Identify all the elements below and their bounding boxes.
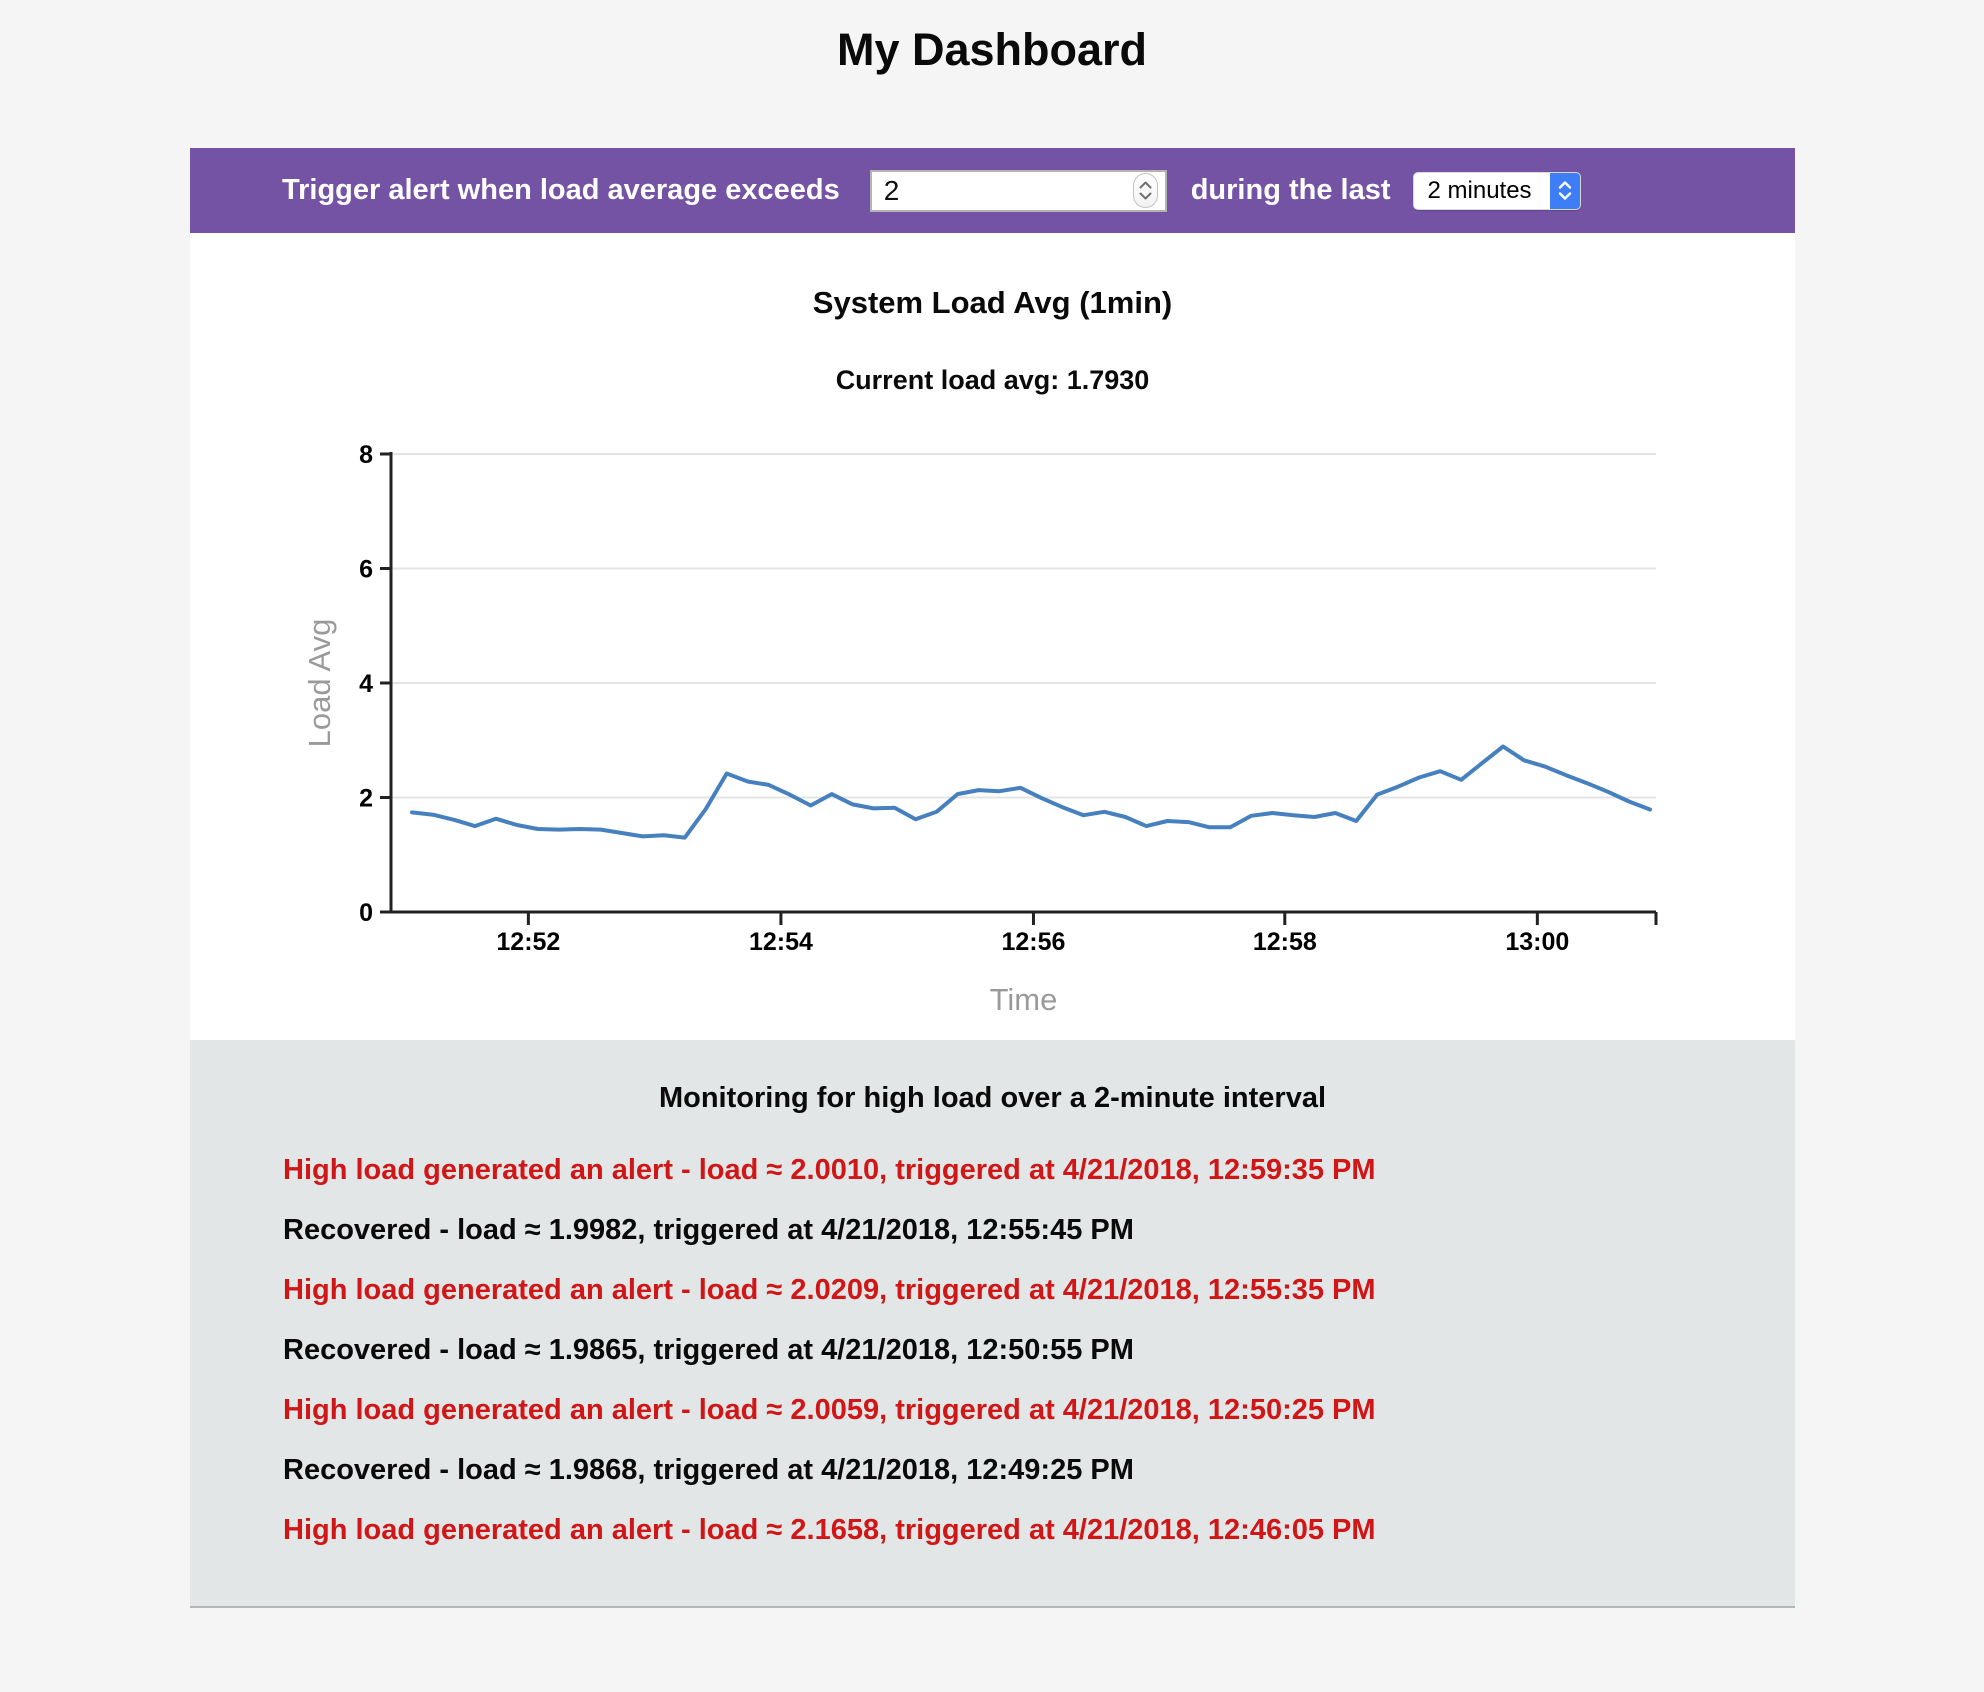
svg-text:13:00: 13:00	[1505, 928, 1569, 956]
chevron-up-icon	[1558, 181, 1571, 189]
duration-select-value: 2 minutes	[1427, 176, 1532, 204]
alert-message: High load generated an alert - load ≈ 2.…	[283, 1153, 1376, 1186]
x-tick-labels: 12:52 12:54 12:56 12:58 13:00	[496, 912, 1658, 956]
load-chart: 0 2 4 6 8 12:52 12:54 12:56 12:58 13:00 Load Avg Ti…	[302, 441, 1658, 1017]
alert-message: High load generated an alert - load ≈ 2.…	[283, 1513, 1376, 1546]
alert-list: High load generated an alert - load ≈ 2.…	[190, 1140, 1795, 1560]
chart-title: System Load Avg (1min)	[812, 285, 1173, 320]
chevron-up-icon	[1139, 181, 1152, 189]
svg-text:12:58: 12:58	[1253, 928, 1317, 956]
alert-message: High load generated an alert - load ≈ 2.…	[283, 1393, 1376, 1426]
svg-text:12:56: 12:56	[1001, 928, 1065, 956]
select-chevrons	[1549, 172, 1580, 209]
duration-label: during the last	[1190, 174, 1391, 206]
y-gridlines	[391, 453, 1656, 799]
duration-select[interactable]: 2 minutes	[1412, 171, 1581, 210]
svg-text:4: 4	[359, 670, 373, 698]
chevron-down-icon	[1139, 192, 1152, 200]
recovery-message: Recovered - load ≈ 1.9865, triggered at …	[283, 1333, 1134, 1366]
threshold-value: 2	[883, 174, 900, 206]
recovery-message: Recovered - load ≈ 1.9982, triggered at …	[283, 1213, 1134, 1246]
alerts-section: Monitoring for high load over a 2-minute…	[190, 1040, 1795, 1606]
current-load-value: Current load avg: 1.7930	[835, 365, 1150, 395]
chart-line	[410, 744, 1652, 840]
recovery-message: Recovered - load ≈ 1.9868, triggered at …	[283, 1453, 1134, 1486]
x-axis-title: Time	[990, 982, 1058, 1017]
y-axis-title: Load Avg	[302, 619, 337, 748]
alert-message: High load generated an alert - load ≈ 2.…	[283, 1273, 1376, 1306]
svg-text:6: 6	[359, 556, 373, 584]
svg-text:2: 2	[359, 785, 373, 813]
alerts-heading: Monitoring for high load over a 2-minute…	[658, 1082, 1327, 1114]
svg-text:12:52: 12:52	[496, 928, 560, 956]
threshold-input[interactable]: 2	[869, 169, 1167, 212]
svg-text:12:54: 12:54	[749, 928, 813, 956]
dashboard-card: Trigger alert when load average exceeds …	[190, 148, 1795, 1608]
page-title: My Dashboard	[836, 24, 1148, 75]
y-tick-labels: 0 2 4 6 8	[359, 441, 391, 927]
svg-text:8: 8	[359, 441, 373, 469]
threshold-label: Trigger alert when load average exceeds	[282, 174, 840, 206]
threshold-stepper[interactable]	[1132, 173, 1158, 208]
svg-text:0: 0	[359, 899, 373, 927]
chart-section: 0 2 4 6 8 12:52 12:54 12:56 12:58 13:00 Load Avg Ti…	[190, 233, 1795, 1040]
alert-controls-bar: Trigger alert when load average exceeds …	[190, 148, 1795, 233]
chevron-down-icon	[1558, 192, 1571, 200]
